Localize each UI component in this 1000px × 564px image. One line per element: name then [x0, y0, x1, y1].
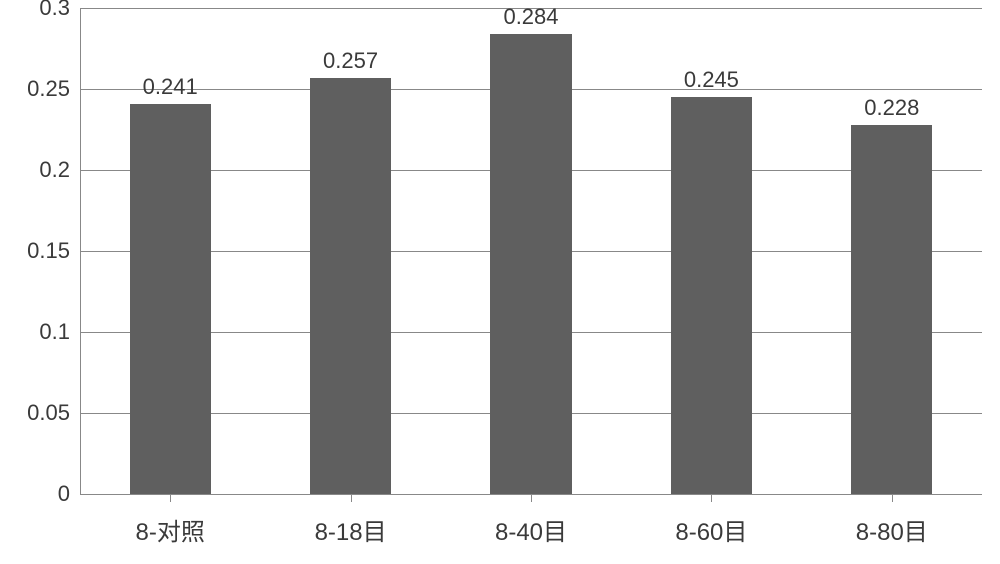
xtick-mark [531, 494, 532, 502]
bar-value-label: 0.241 [143, 74, 198, 104]
plot-area: 00.050.10.150.20.250.30.2418-对照0.2578-18… [80, 8, 982, 494]
ytick-label: 0.25 [27, 76, 80, 102]
ytick-label: 0.2 [39, 157, 80, 183]
xtick-mark [170, 494, 171, 502]
bar: 0.245 [671, 97, 752, 494]
bar-value-label: 0.257 [323, 48, 378, 78]
ytick-label: 0 [58, 481, 80, 507]
ytick-label: 0.05 [27, 400, 80, 426]
bar: 0.257 [310, 78, 391, 494]
bar-value-label: 0.228 [864, 95, 919, 125]
bar: 0.228 [851, 125, 932, 494]
ytick-label: 0.3 [39, 0, 80, 21]
bar: 0.241 [130, 104, 211, 494]
bar: 0.284 [490, 34, 571, 494]
xtick-mark [351, 494, 352, 502]
ytick-label: 0.15 [27, 238, 80, 264]
xtick-mark [892, 494, 893, 502]
ytick-label: 0.1 [39, 319, 80, 345]
y-axis-line [80, 8, 81, 494]
xtick-mark [711, 494, 712, 502]
bar-value-label: 0.245 [684, 67, 739, 97]
bar-value-label: 0.284 [503, 4, 558, 34]
bar-chart: 00.050.10.150.20.250.30.2418-对照0.2578-18… [0, 0, 1000, 564]
